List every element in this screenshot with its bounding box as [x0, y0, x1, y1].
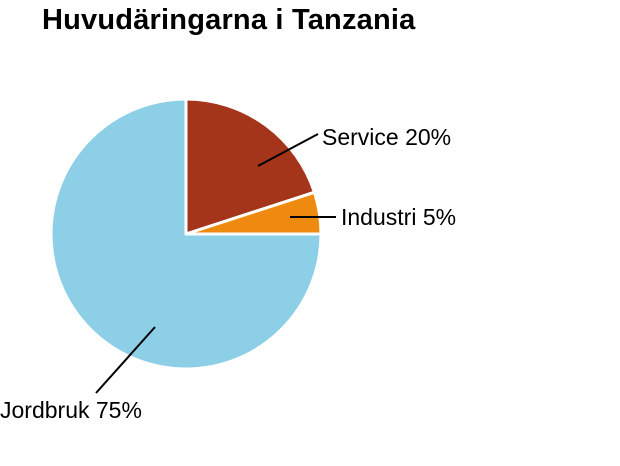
chart-title: Huvudäringarna i Tanzania	[42, 4, 416, 36]
pie-slice-service	[184, 97, 316, 236]
slice-label-industri: Industri 5%	[341, 204, 456, 230]
leader-line-service	[257, 133, 319, 167]
slice-label-jordbruk: Jordbruk 75%	[0, 397, 142, 423]
slice-label-service: Service 20%	[322, 124, 451, 150]
pie-slice-jordbruk	[49, 97, 323, 371]
leader-line-jordbruk	[95, 326, 156, 394]
